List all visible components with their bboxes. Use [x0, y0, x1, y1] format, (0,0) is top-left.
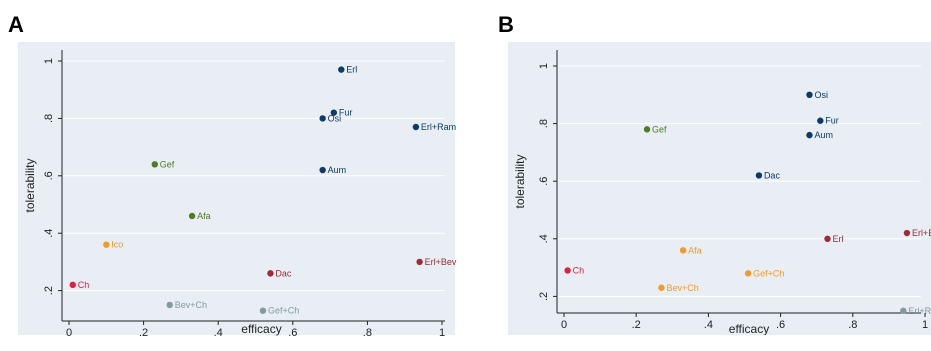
chart-b-point-erl-plus-bev: [903, 229, 911, 237]
chart-b-y-tick-label: .4: [538, 234, 550, 243]
chart-a-x-tick-label: .2: [139, 327, 148, 339]
chart-b-point-label-erl-plus-ram: Erl+Ram: [908, 306, 931, 316]
chart-b-point-erl-plus-ram: [900, 307, 907, 314]
chart-a-point-ico: [103, 241, 110, 248]
chart-a-y-tick-label: .2: [43, 286, 55, 295]
chart-b-x-axis-title: efficacy: [729, 322, 769, 336]
chart-a-x-tick-label: 0: [66, 327, 72, 339]
chart-a-y-tick-label: .6: [43, 171, 55, 180]
chart-b-point-label-fur: Fur: [825, 116, 839, 126]
chart-b-plot-background: [508, 42, 931, 335]
chart-b-x-tick-label: .2: [632, 319, 641, 331]
chart-a-point-label-fur: Fur: [339, 108, 353, 118]
chart-b-point-label-dac: Dac: [764, 170, 781, 180]
chart-a-point-label-afa: Afa: [197, 211, 211, 221]
chart-a-y-tick-label: .8: [43, 114, 55, 123]
chart-b-point-label-gef-plus-ch: Gef+Ch: [753, 268, 784, 278]
chart-b-y-tick-label: .8: [538, 119, 550, 128]
chart-b-point-label-aum: Aum: [814, 130, 833, 140]
chart-a-point-osi: [319, 115, 326, 122]
chart-b-point-aum: [806, 131, 813, 139]
chart-b-x-tick-label: .8: [848, 319, 857, 331]
chart-b-point-label-erl: Erl: [833, 234, 844, 244]
chart-a-point-ch: [69, 281, 76, 289]
chart-a-point-label-ch: Ch: [78, 280, 90, 290]
chart-a-x-tick-label: .4: [214, 327, 223, 339]
chart-b-point-afa: [679, 247, 687, 254]
chart-a-point-bev-plus-ch: [166, 301, 173, 309]
chart-a-plot-background: [18, 42, 455, 335]
chart-b-x-tick-label: .4: [704, 319, 713, 331]
chart-b-point-dac: [755, 172, 763, 179]
panel-letter-b: B: [498, 12, 514, 37]
chart-a-point-label-ico: Ico: [111, 240, 123, 250]
chart-b-point-osi: [806, 91, 813, 99]
chart-a-point-label-erl-plus-ram: Erl+Ram: [421, 122, 456, 132]
chart-a-x-tick-label: .8: [363, 327, 372, 339]
chart-a-point-label-gef-plus-ch: Gef+Ch: [268, 306, 299, 316]
chart-a-point-label-erl: Erl: [346, 65, 357, 75]
chart-b-y-axis-title: tolerability: [513, 154, 527, 208]
chart-b-x-tick-label: .6: [776, 319, 785, 331]
chart-a-y-tick-label: 1: [43, 58, 55, 64]
chart-a-point-erl-plus-ram: [412, 123, 420, 131]
chart-a-x-tick-label: 1: [439, 327, 445, 339]
chart-b-y-tick-label: 1: [538, 63, 550, 69]
chart-b-point-label-gef: Gef: [652, 124, 667, 134]
chart-a-x-tick-label: .6: [288, 327, 297, 339]
chart-a-point-dac: [267, 270, 274, 277]
chart-b-point-gef-plus-ch: [744, 270, 752, 277]
chart-a-point-label-bev-plus-ch: Bev+Ch: [175, 300, 207, 310]
chart-b-y-tick-label: .2: [538, 292, 550, 301]
chart-a-y-tick-label: .4: [43, 229, 55, 238]
chart-b-point-label-osi: Osi: [814, 90, 828, 100]
chart-a-point-fur: [330, 109, 338, 116]
chart-b-point-label-erl-plus-bev: Erl+Bev: [912, 228, 931, 238]
chart-a-plot-group: 1 .8 .6 .4 .2 0 .2 .4 .6 .8 1 efficacy tolerability E…: [18, 42, 457, 339]
chart-b-point-label-afa: Afa: [688, 245, 702, 255]
chart-b-point-label-bev-plus-ch: Bev+Ch: [666, 283, 698, 293]
chart-a-point-label-osi: Osi: [328, 113, 342, 123]
chart-a-point-label-dac: Dac: [275, 268, 292, 278]
chart-a-point-gef: [151, 161, 158, 168]
chart-a-point-gef-plus-ch: [259, 307, 267, 314]
chart-b-point-label-ch: Ch: [573, 265, 585, 275]
chart-a-point-label-gef: Gef: [160, 159, 175, 169]
chart-a-y-axis-title: tolerability: [23, 158, 37, 212]
chart-a-point-erl: [338, 66, 345, 73]
chart-a-point-label-aum: Aum: [328, 165, 347, 175]
chart-b-y-tick-label: .6: [538, 177, 550, 186]
chart-b-point-erl: [824, 235, 831, 242]
chart-b-point-gef: [643, 126, 651, 133]
chart-a-point-erl-plus-bev: [416, 258, 423, 266]
chart-a-point-afa: [188, 212, 196, 220]
chart-a-x-axis-title: efficacy: [241, 322, 281, 336]
chart-b-x-tick-label: 0: [561, 319, 567, 331]
chart-a-point-aum: [319, 166, 326, 174]
chart-b-point-fur: [817, 117, 824, 124]
panel-letter-a: A: [8, 12, 24, 37]
chart-b-point-ch: [564, 267, 571, 274]
chart-b-plot-group: 1 .8 .6 .4 .2 0 .2 .4 .6 .8 1 efficacy tolerability O…: [508, 42, 931, 336]
chart-b-point-bev-plus-ch: [658, 284, 665, 291]
chart-b-x-tick-label: 1: [922, 319, 928, 331]
chart-a-point-label-erl-plus-bev: Erl+Bev: [425, 257, 457, 267]
